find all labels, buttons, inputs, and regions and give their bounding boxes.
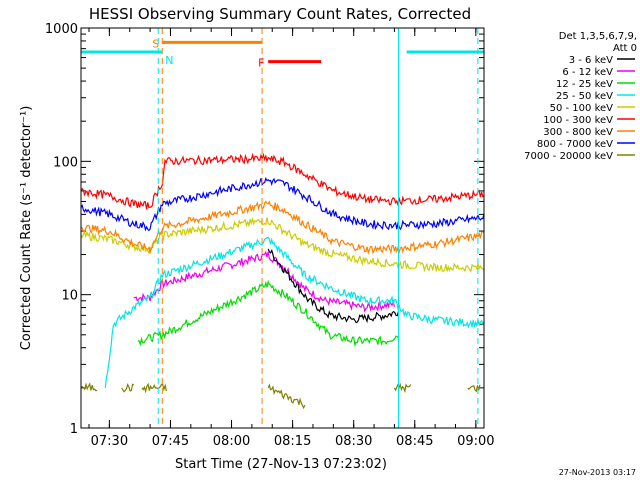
- y-tick-label: 1: [70, 422, 78, 437]
- x-tick-label: 07:30: [91, 434, 128, 449]
- flag-label: S: [152, 37, 159, 50]
- x-tick-label: 08:00: [213, 434, 250, 449]
- series-line: [133, 250, 395, 313]
- y-tick-label: 10: [61, 289, 78, 304]
- legend-header: Det 1,3,5,6,7,9,: [559, 31, 637, 42]
- x-tick-label: 08:45: [396, 434, 433, 449]
- legend-header: Att 0: [613, 43, 637, 54]
- series-line: [80, 200, 485, 255]
- plot-frame: [80, 27, 485, 429]
- flags-layer: S F N: [81, 28, 484, 428]
- flag-label: F: [258, 57, 264, 70]
- axes-layer: 07:30 07:45 08:00 08:15 08:30 08:45 09:00 1 10 10…: [45, 22, 495, 449]
- x-tick-label: 09:00: [457, 434, 494, 449]
- series-line: [104, 236, 485, 388]
- legend-entry-label: 3 - 6 keV: [569, 55, 613, 66]
- series-line: [80, 152, 485, 210]
- x-tick-label: 08:30: [335, 434, 372, 449]
- legend-entry-label: 100 - 300 keV: [543, 115, 613, 126]
- y-tick-label: 100: [53, 155, 78, 170]
- series-line: [80, 216, 485, 273]
- series-line: [267, 248, 400, 324]
- x-tick-label: 07:45: [152, 434, 189, 449]
- y-axis-label: Corrected Count Rate (s⁻¹ detector⁻¹): [19, 106, 34, 351]
- x-tick-label: 08:15: [274, 434, 311, 449]
- series-line: [80, 176, 485, 232]
- flag-label: N: [165, 54, 173, 67]
- legend-entry-label: 12 - 25 keV: [556, 79, 613, 90]
- legend-entry-label: 800 - 7000 keV: [537, 139, 613, 150]
- legend-entry-label: 25 - 50 keV: [556, 91, 613, 102]
- x-axis-label: Start Time (27-Nov-13 07:23:02): [175, 457, 387, 472]
- legend-entry-label: 6 - 12 keV: [562, 67, 613, 78]
- timestamp: 27-Nov-2013 03:17: [559, 468, 636, 477]
- legend-entry-label: 300 - 800 keV: [543, 127, 613, 138]
- series-line: [80, 382, 481, 410]
- chart-title: HESSI Observing Summary Count Rates, Cor…: [89, 5, 471, 23]
- y-tick-label: 1000: [45, 22, 78, 37]
- legend-entry-label: 7000 - 20000 keV: [524, 151, 613, 162]
- series-layer: [80, 152, 485, 410]
- legend-entry-label: 50 - 100 keV: [550, 103, 614, 114]
- series-line: [137, 279, 399, 347]
